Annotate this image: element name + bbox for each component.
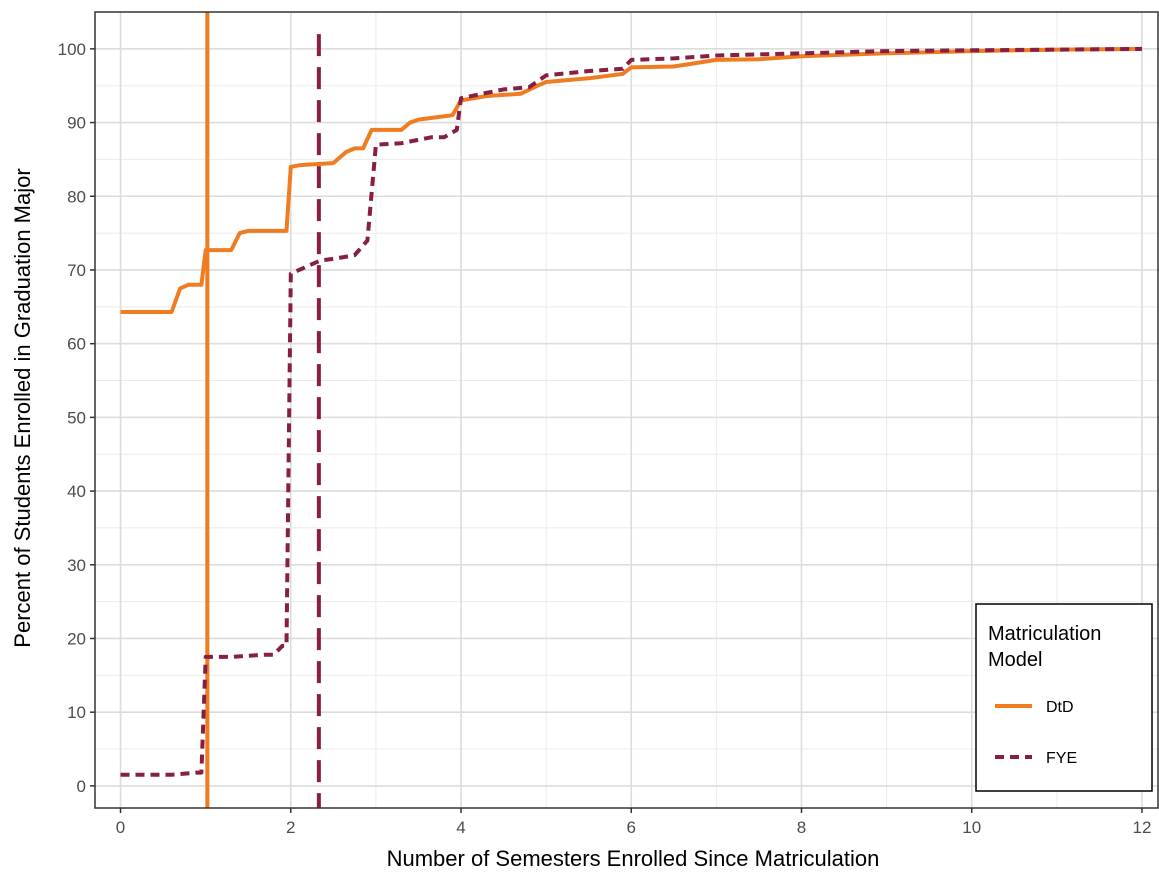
y-tick-label: 80 [67,187,86,206]
y-tick-label: 40 [67,482,86,501]
panel-border [94,11,1159,809]
x-axis-title: Number of Semesters Enrolled Since Matri… [387,846,880,871]
x-tick-label: 4 [456,818,465,837]
x-tick-label: 6 [627,818,636,837]
series-line-fye [120,46,1143,777]
legend-label-dtd: DtD [1046,699,1074,716]
axis-ticks: 0 2 4 6 8 10 12 0 10 20 30 40 50 60 70 80 90 100 [58,40,1152,837]
y-axis-title: Percent of Students Enrolled in Graduati… [10,168,35,647]
reference-lines [205,12,321,808]
y-tick-label: 0 [77,777,86,796]
y-tick-label: 20 [67,629,86,648]
series-line-dtd [120,46,1143,314]
y-tick-label: 30 [67,556,86,575]
y-tick-label: 100 [58,40,86,59]
x-tick-label: 0 [116,818,125,837]
y-tick-label: 60 [67,335,86,354]
legend-box [975,603,1153,792]
x-tick-label: 8 [797,818,806,837]
legend: Matriculation Model DtD FYE [975,603,1153,792]
x-tick-label: 2 [286,818,295,837]
y-tick-label: 10 [67,703,86,722]
y-tick-label: 70 [67,261,86,280]
legend-label-fye: FYE [1046,750,1077,767]
x-tick-label: 12 [1133,818,1152,837]
y-tick-label: 90 [67,114,86,133]
legend-title-line-2: Model [988,649,1042,671]
y-tick-label: 50 [67,408,86,427]
x-tick-label: 10 [962,818,981,837]
data-series [120,46,1143,777]
legend-title-line-1: Matriculation [988,623,1101,645]
